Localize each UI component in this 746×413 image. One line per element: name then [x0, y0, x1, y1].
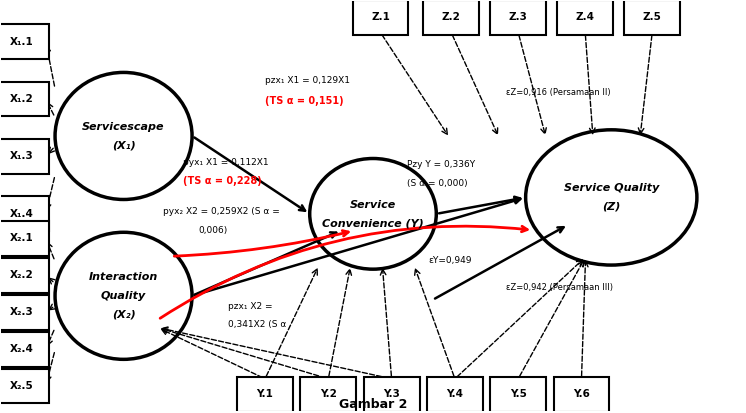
Text: Pzy Y = 0,336Y: Pzy Y = 0,336Y — [407, 160, 474, 169]
Text: Y.2: Y.2 — [320, 389, 336, 399]
Ellipse shape — [55, 232, 192, 359]
FancyBboxPatch shape — [427, 377, 483, 412]
Text: Z.4: Z.4 — [576, 12, 595, 22]
Text: Gambar 2: Gambar 2 — [339, 398, 407, 411]
Text: X₁.4: X₁.4 — [10, 209, 34, 219]
Text: pzx₁ X2 =: pzx₁ X2 = — [228, 301, 272, 311]
Ellipse shape — [310, 159, 436, 269]
Text: pyx₂ X2 = 0,259X2 (S α =: pyx₂ X2 = 0,259X2 (S α = — [163, 207, 280, 216]
Text: εY=0,949: εY=0,949 — [429, 256, 472, 266]
Text: X₂.3: X₂.3 — [10, 307, 34, 317]
FancyBboxPatch shape — [554, 377, 609, 412]
Text: Y.1: Y.1 — [257, 389, 274, 399]
Text: (TS α = 0,151): (TS α = 0,151) — [265, 96, 344, 106]
Text: εZ=0,942 (Persamaan III): εZ=0,942 (Persamaan III) — [506, 283, 612, 292]
Text: 0,341X2 (S α: 0,341X2 (S α — [228, 320, 286, 329]
FancyBboxPatch shape — [423, 0, 479, 35]
FancyBboxPatch shape — [0, 295, 49, 330]
FancyBboxPatch shape — [0, 368, 49, 404]
Text: Y.4: Y.4 — [446, 389, 463, 399]
Text: Y.6: Y.6 — [573, 389, 590, 399]
Text: Servicescape: Servicescape — [82, 122, 165, 132]
Text: Service Quality: Service Quality — [563, 183, 659, 193]
Text: (Z): (Z) — [602, 202, 621, 211]
Text: pzx₁ X1 = 0,129X1: pzx₁ X1 = 0,129X1 — [265, 76, 350, 85]
Text: Y.5: Y.5 — [510, 389, 527, 399]
Text: (S α = 0,000): (S α = 0,000) — [407, 178, 467, 188]
Text: Interaction: Interaction — [89, 272, 158, 282]
FancyBboxPatch shape — [557, 0, 613, 35]
Text: 0,006): 0,006) — [198, 226, 228, 235]
FancyBboxPatch shape — [0, 197, 49, 231]
FancyBboxPatch shape — [0, 139, 49, 174]
Text: Convenience (Y): Convenience (Y) — [322, 218, 424, 228]
FancyBboxPatch shape — [301, 377, 357, 412]
Text: Service: Service — [350, 199, 396, 210]
Text: X₂.1: X₂.1 — [10, 233, 34, 243]
FancyBboxPatch shape — [0, 221, 49, 256]
FancyBboxPatch shape — [0, 258, 49, 293]
Text: εZ=0,916 (Persamaan II): εZ=0,916 (Persamaan II) — [506, 88, 610, 97]
Text: X₂.4: X₂.4 — [10, 344, 34, 354]
FancyBboxPatch shape — [353, 0, 408, 35]
Ellipse shape — [55, 72, 192, 199]
Ellipse shape — [526, 130, 697, 265]
Text: X₁.1: X₁.1 — [10, 37, 34, 47]
FancyBboxPatch shape — [624, 0, 680, 35]
Text: X₂.2: X₂.2 — [10, 271, 34, 280]
Text: Z.2: Z.2 — [442, 12, 460, 22]
Text: Y.3: Y.3 — [383, 389, 400, 399]
Text: (X₂): (X₂) — [112, 309, 136, 319]
FancyBboxPatch shape — [0, 24, 49, 59]
FancyBboxPatch shape — [490, 377, 546, 412]
Text: Z.3: Z.3 — [509, 12, 527, 22]
Text: pyx₁ X1 = 0,112X1: pyx₁ X1 = 0,112X1 — [183, 158, 269, 167]
FancyBboxPatch shape — [490, 0, 546, 35]
Text: Z.5: Z.5 — [643, 12, 662, 22]
Text: (TS α = 0,228): (TS α = 0,228) — [183, 176, 262, 186]
FancyBboxPatch shape — [0, 332, 49, 366]
Text: X₁.2: X₁.2 — [10, 94, 34, 104]
Text: Quality: Quality — [101, 291, 146, 301]
Text: Z.1: Z.1 — [371, 12, 390, 22]
Text: X₁.3: X₁.3 — [10, 152, 34, 161]
FancyBboxPatch shape — [0, 82, 49, 116]
FancyBboxPatch shape — [237, 377, 293, 412]
Text: X₂.5: X₂.5 — [10, 381, 34, 391]
Text: (X₁): (X₁) — [112, 140, 136, 150]
FancyBboxPatch shape — [364, 377, 419, 412]
